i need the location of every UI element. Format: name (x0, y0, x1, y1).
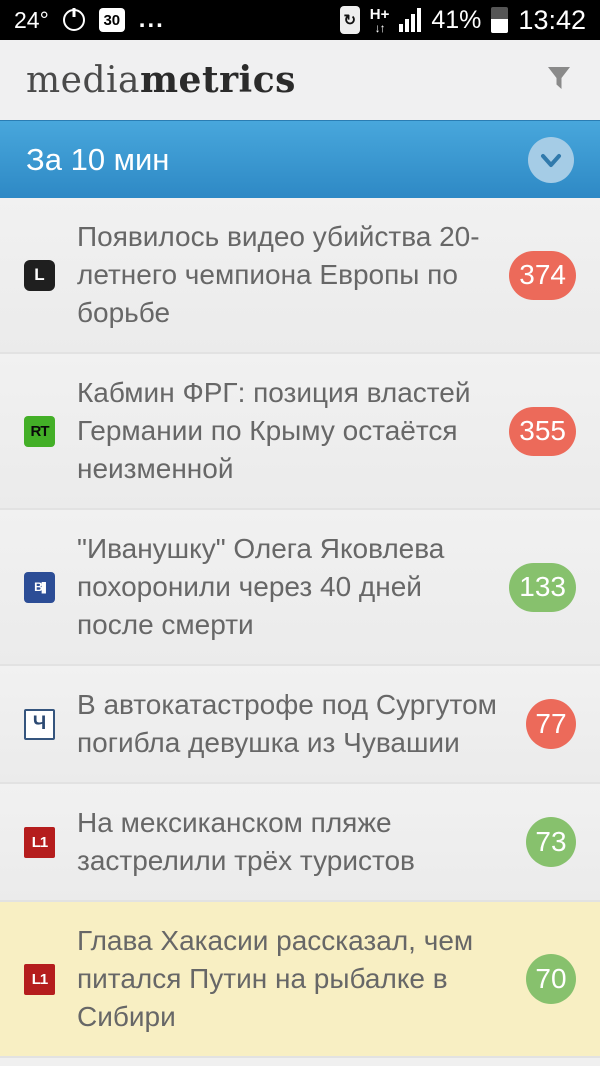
count-badge: 374 (509, 250, 576, 300)
news-title: Глава Хакасии рассказал, чем питался Пут… (77, 925, 474, 1032)
filter-funnel-icon[interactable] (544, 63, 574, 98)
signal-strength-icon (399, 8, 422, 32)
source-logo-icon: L (24, 259, 55, 291)
source-logo-icon: L1 (24, 963, 55, 995)
battery-icon (491, 7, 509, 33)
news-title: Появилось видео убийства 20-летнего чемп… (77, 221, 480, 328)
status-bar: 24° 30 ... ↻ H+ ↓↑ 41% 13:42 (0, 0, 600, 40)
more-notifications-icon: ... (138, 6, 165, 33)
next-row-partial (0, 1056, 600, 1066)
news-title: На мексиканском пляже застрелили трёх ту… (77, 807, 415, 876)
count-badge: 133 (509, 562, 576, 612)
news-title: В автокатастрофе под Сургутом погибла де… (77, 689, 497, 758)
alarm-icon (62, 8, 85, 31)
count-badge: 73 (526, 817, 576, 867)
app-header: mediametrics (0, 40, 600, 120)
app-logo: mediametrics (26, 59, 296, 101)
battery-saver-icon: ↻ (339, 6, 360, 34)
source-logo-icon: RT (24, 415, 55, 447)
status-time: 13:42 (518, 4, 586, 35)
chevron-down-icon (541, 153, 561, 167)
count-badge: 355 (509, 406, 576, 456)
news-row-highlighted[interactable]: L1 Глава Хакасии рассказал, чем питался … (0, 900, 600, 1056)
source-logo-icon: Ч (24, 708, 55, 740)
news-title: "Иванушку" Олега Яковлева похоронили чер… (77, 533, 445, 640)
source-logo-icon: B||| (24, 571, 55, 603)
logo-light-part: media (26, 60, 140, 101)
news-row[interactable]: L1 На мексиканском пляже застрелили трёх… (0, 782, 600, 900)
network-arrows-icon: ↓↑ (374, 20, 386, 35)
count-badge: 70 (526, 954, 576, 1004)
news-row[interactable]: L Появилось видео убийства 20-летнего че… (0, 198, 600, 352)
news-row[interactable]: Ч В автокатастрофе под Сургутом погибла … (0, 664, 600, 782)
expand-filter-button[interactable] (528, 136, 574, 183)
calendar-icon: 30 (98, 8, 125, 32)
news-list: L Появилось видео убийства 20-летнего че… (0, 198, 600, 1066)
count-badge: 77 (526, 699, 576, 749)
logo-bold-part: metrics (139, 59, 296, 101)
source-logo-icon: L1 (24, 826, 55, 858)
battery-percent: 41% (431, 5, 482, 34)
news-row[interactable]: RT Кабмин ФРГ: позиция властей Германии … (0, 352, 600, 508)
temperature: 24° (14, 6, 49, 33)
time-filter-bar[interactable]: За 10 мин (0, 120, 600, 198)
time-filter-label: За 10 мин (26, 141, 170, 177)
network-type-icon: H+ ↓↑ (369, 5, 390, 35)
news-title: Кабмин ФРГ: позиция властей Германии по … (77, 377, 471, 484)
news-row[interactable]: B||| "Иванушку" Олега Яковлева похоронил… (0, 508, 600, 664)
